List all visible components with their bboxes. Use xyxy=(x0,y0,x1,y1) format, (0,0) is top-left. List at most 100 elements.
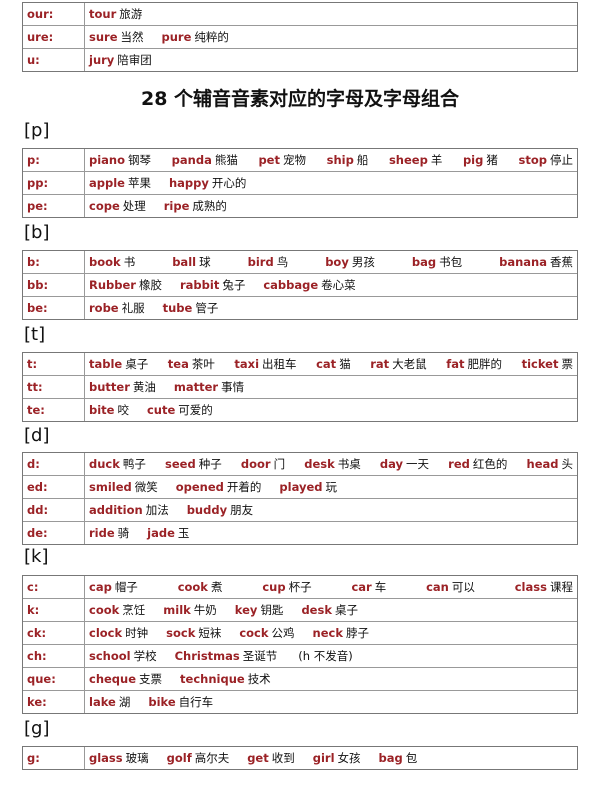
spelling: dd: xyxy=(23,499,85,521)
spelling: ed: xyxy=(23,476,85,498)
english-word: stop xyxy=(518,153,547,167)
word-item: Christmas 圣诞节 xyxy=(175,648,278,664)
chinese-meaning: 牛奶 xyxy=(193,603,217,617)
table-row: de: ride 骑 jade 玉 xyxy=(23,521,577,544)
table-row: d: duck 鸭子 seed 种子 door 门 desk 书桌 day 一天 red 红色的 head… xyxy=(23,453,577,475)
chinese-meaning: 公鸡 xyxy=(271,626,295,640)
chinese-meaning: 陪审团 xyxy=(117,53,152,67)
section-heading: [b] xyxy=(24,222,50,243)
chinese-meaning: 旅游 xyxy=(119,7,143,21)
word-item: apple 苹果 xyxy=(89,175,151,191)
word-list: cook 烹饪 milk 牛奶 key 钥匙 desk 桌子 xyxy=(85,602,577,618)
word-item: jade 玉 xyxy=(147,525,189,541)
english-word: rabbit xyxy=(179,278,220,292)
word-list: piano 钢琴 panda 熊猫 pet 宠物 ship 船 sheep 羊 pig 猪 stop 停止 xyxy=(85,152,577,168)
word-list: duck 鸭子 seed 种子 door 门 desk 书桌 day 一天 red 红色的 head 头 xyxy=(85,456,577,472)
word-item: sure 当然 xyxy=(89,29,144,45)
english-word: apple xyxy=(89,176,125,190)
word-item: jury 陪审团 xyxy=(89,52,152,68)
spelling: ch: xyxy=(23,645,85,667)
table-row: ke: lake 湖 bike 自行车 xyxy=(23,690,577,713)
word-list: lake 湖 bike 自行车 xyxy=(85,694,577,710)
english-word: golf xyxy=(166,751,192,765)
word-item: cope 处理 xyxy=(89,198,146,214)
chinese-meaning: 红色的 xyxy=(472,457,508,471)
english-word: bike xyxy=(148,695,176,709)
english-word: cook xyxy=(177,580,208,594)
word-item: day 一天 xyxy=(380,456,429,472)
word-item: door 门 xyxy=(241,456,285,472)
word-item: cat 猫 xyxy=(316,356,351,372)
word-item: piano 钢琴 xyxy=(89,152,151,168)
english-word: sure xyxy=(89,30,118,44)
english-word: seed xyxy=(165,457,196,471)
word-table: d: duck 鸭子 seed 种子 door 门 desk 书桌 day 一天 red 红色的 head… xyxy=(22,452,578,545)
section-heading: [k] xyxy=(24,546,49,567)
chinese-meaning: 苹果 xyxy=(127,176,151,190)
english-word: clock xyxy=(89,626,123,640)
chinese-meaning: 加法 xyxy=(145,503,169,517)
english-word: door xyxy=(240,457,271,471)
chinese-meaning: 头 xyxy=(561,457,574,471)
english-word: cabbage xyxy=(263,278,319,292)
word-item: bird 鸟 xyxy=(248,254,289,270)
word-item: head 头 xyxy=(527,456,573,472)
word-item: happy 开心的 xyxy=(169,175,246,191)
chinese-meaning: 羊 xyxy=(430,153,443,167)
english-word: cope xyxy=(89,199,120,213)
chinese-meaning: 支票 xyxy=(139,672,163,686)
word-list: jury 陪审团 xyxy=(85,52,577,68)
chinese-meaning: 玻璃 xyxy=(125,751,149,765)
spelling: ck: xyxy=(23,622,85,644)
word-list: bite 咬 cute 可爱的 xyxy=(85,402,577,418)
english-word: robe xyxy=(89,301,119,315)
chinese-meaning: 桌子 xyxy=(125,357,149,371)
english-word: bird xyxy=(247,255,274,269)
english-word: desk xyxy=(304,457,335,471)
table-row: dd: addition 加法 buddy 朋友 xyxy=(23,498,577,521)
english-word: piano xyxy=(89,153,126,167)
chinese-meaning: 票 xyxy=(561,357,573,371)
word-list: robe 礼服 tube 管子 xyxy=(85,300,577,316)
word-list: table 桌子 tea 茶叶 taxi 出租车 cat 猫 rat 大老鼠 fat 肥胖的 ticke… xyxy=(85,356,577,372)
word-item: butter 黄油 xyxy=(89,379,156,395)
word-item: ripe 成熟的 xyxy=(164,198,227,214)
english-word: matter xyxy=(173,380,219,394)
chinese-meaning: 管子 xyxy=(195,301,219,315)
chinese-meaning: 纯粹的 xyxy=(194,30,229,44)
spelling: t: xyxy=(23,353,85,375)
word-item: rabbit 兔子 xyxy=(180,277,245,293)
english-word: cock xyxy=(239,626,269,640)
word-item: ride 骑 xyxy=(89,525,129,541)
word-item: golf 高尔夫 xyxy=(167,750,230,766)
table-row: b: book 书 ball 球 bird 鸟 boy 男孩 bag 书包 banana 香蕉 xyxy=(23,251,577,273)
english-word: jade xyxy=(147,526,175,540)
chinese-meaning: 女孩 xyxy=(337,751,361,765)
chinese-meaning: 煮 xyxy=(210,580,223,594)
spelling: de: xyxy=(23,522,85,544)
chinese-meaning: 湖 xyxy=(118,695,131,709)
word-item: buddy 朋友 xyxy=(187,502,253,518)
chinese-meaning: 微笑 xyxy=(134,480,158,494)
chinese-meaning: 帽子 xyxy=(114,580,138,594)
word-item: bag 包 xyxy=(379,750,418,766)
chinese-meaning: 烹饪 xyxy=(122,603,146,617)
english-word: addition xyxy=(89,503,143,517)
table-row: que: cheque 支票 technique 技术 xyxy=(23,667,577,690)
word-item: boy 男孩 xyxy=(325,254,375,270)
english-word: tea xyxy=(167,357,189,371)
english-word: buddy xyxy=(186,503,228,517)
word-item: pet 宠物 xyxy=(258,152,306,168)
spelling: u: xyxy=(23,49,85,71)
word-item: girl 女孩 xyxy=(313,750,361,766)
word-table: t: table 桌子 tea 茶叶 taxi 出租车 cat 猫 rat 大老鼠 fat 肥胖的 tic… xyxy=(22,352,578,422)
word-table: our: tour 旅游 ure: sure 当然 pure 纯粹的 u: jury 陪审团 xyxy=(22,2,578,72)
english-word: rat xyxy=(370,357,390,371)
spelling: d: xyxy=(23,453,85,475)
table-row: pp: apple 苹果 happy 开心的 xyxy=(23,171,577,194)
english-word: desk xyxy=(301,603,332,617)
chinese-meaning: 玉 xyxy=(177,526,190,540)
english-word: red xyxy=(448,457,470,471)
english-word: get xyxy=(247,751,269,765)
word-item: bag 书包 xyxy=(412,254,462,270)
